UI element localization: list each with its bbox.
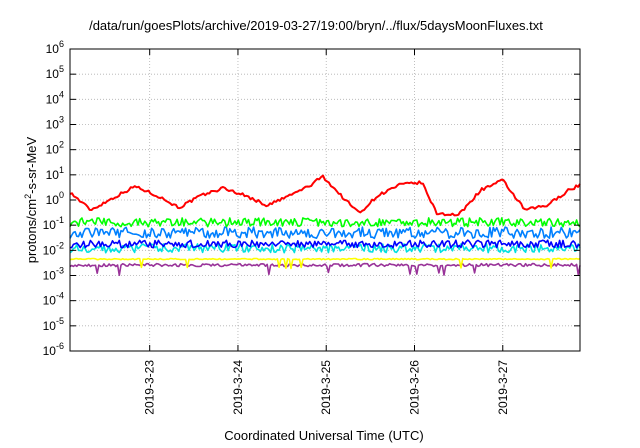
y-tick-exponent: 1 [59,165,64,175]
y-tick-label: 104 [46,89,64,106]
y-tick-label: 10-3 [43,266,64,283]
y-axis-label-prefix: protons/cm [24,199,39,263]
y-tick-exponent: 4 [59,89,64,99]
y-tick-exponent: -6 [56,341,64,351]
x-tick-labels: 2019-3-23 2019-3-24 2019-3-25 2019-3-26 2019… [143,360,510,415]
y-tick-base: 10 [46,118,60,132]
y-tick-exponent: -3 [56,266,64,276]
y-tick-label: 101 [46,165,64,182]
y-tick-label: 10-2 [43,240,64,257]
y-tick-base: 10 [46,67,60,81]
y-tick-label: 10-5 [43,316,64,333]
y-tick-exponent: -2 [56,240,64,250]
y-tick-base: 10 [43,243,57,257]
ticks [70,48,580,352]
y-tick-label: 106 [46,39,64,56]
y-tick-exponent: 5 [59,64,64,74]
y-tick-exponent: -5 [56,316,64,326]
y-tick-base: 10 [43,344,57,358]
x-tick-label: 2019-3-26 [407,360,421,415]
series-line-1 [69,174,581,217]
y-tick-base: 10 [43,294,57,308]
y-axis-label-sup: 2 [23,194,33,199]
y-tick-base: 10 [46,168,60,182]
y-tick-base: 10 [43,218,57,232]
y-tick-exponent: 0 [59,190,64,200]
y-tick-base: 10 [46,143,60,157]
y-axis-label: protons/cm2-s-sr-MeV [23,136,39,263]
chart-title: /data/run/goesPlots/archive/2019-03-27/1… [89,18,543,33]
y-tick-label: 10-1 [43,215,64,232]
y-tick-base: 10 [46,193,60,207]
y-tick-exponent: 2 [59,140,64,150]
x-axis-label: Coordinated Universal Time (UTC) [224,428,423,443]
x-tick-label: 2019-3-23 [143,360,157,415]
series-group [69,174,581,276]
y-tick-exponent: -4 [56,291,64,301]
y-tick-labels: 10-610-510-410-310-210-11001011021031041… [43,39,64,358]
y-axis-label-suffix: -s-sr-MeV [24,136,39,193]
y-tick-base: 10 [46,92,60,106]
y-tick-label: 105 [46,64,64,81]
y-tick-label: 10-6 [43,341,64,358]
y-tick-base: 10 [43,319,57,333]
y-tick-label: 102 [46,140,64,157]
series-line-5 [70,239,581,249]
y-tick-base: 10 [43,269,57,283]
y-tick-exponent: -1 [56,215,64,225]
series-line-6 [69,257,581,270]
y-tick-exponent: 6 [59,39,64,49]
y-tick-exponent: 3 [59,115,64,125]
series-line-3 [69,226,581,240]
y-tick-label: 100 [46,190,64,207]
x-tick-label: 2019-3-25 [319,360,333,415]
y-tick-label: 103 [46,115,64,132]
y-tick-base: 10 [46,42,60,56]
series-line-4 [69,243,581,254]
series-line-7 [69,262,581,276]
y-tick-label: 10-4 [43,291,64,308]
x-tick-label: 2019-3-24 [231,360,245,415]
x-tick-label: 2019-3-27 [496,360,510,415]
series-line-2 [69,217,581,228]
